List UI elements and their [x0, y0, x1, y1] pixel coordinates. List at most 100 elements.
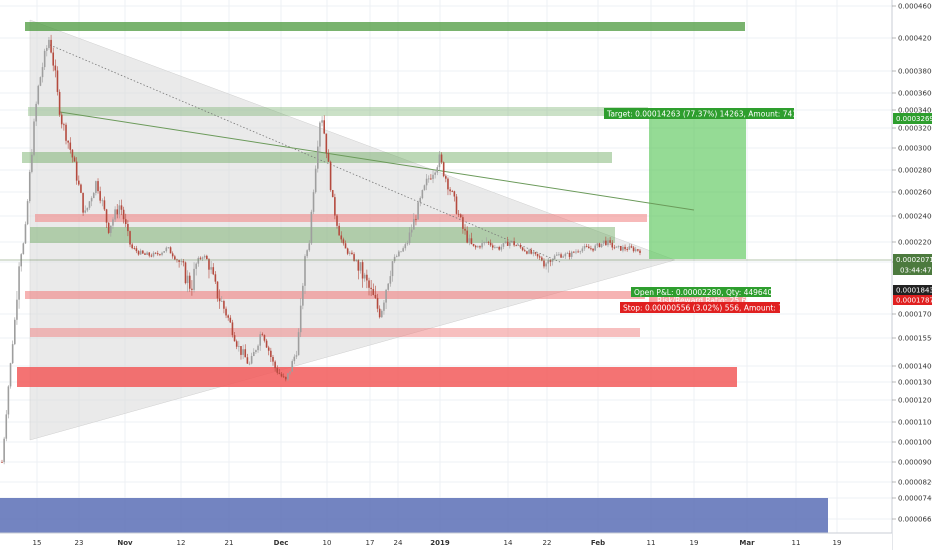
candle-body — [199, 257, 202, 259]
candle-body — [127, 224, 129, 232]
candle-body — [445, 176, 447, 179]
support-zone-red-2 — [25, 291, 645, 299]
x-tick-label: 21 — [225, 539, 234, 547]
candle-body — [150, 255, 153, 257]
candle-body — [114, 209, 116, 220]
candle-body — [133, 248, 136, 249]
candle-body — [378, 308, 381, 318]
candle-body — [479, 246, 481, 248]
target-price-badge: 0.00032697 — [893, 113, 932, 124]
candle-body — [449, 189, 451, 192]
candle-body — [605, 240, 607, 246]
candle-body — [427, 178, 430, 180]
candle-body — [558, 254, 560, 256]
candle-body — [242, 349, 244, 355]
candle-body — [171, 253, 174, 257]
candle-body — [276, 368, 279, 373]
candle-body — [48, 39, 50, 48]
candle-body — [131, 244, 133, 249]
candle-body — [1, 462, 3, 463]
candle-body — [436, 167, 439, 173]
y-tick-label: 0.00046000 — [898, 3, 932, 11]
candle-body — [432, 174, 434, 180]
candle-body — [331, 190, 334, 198]
candle-body — [304, 256, 306, 286]
candle-body — [639, 250, 641, 253]
candle-body — [611, 242, 614, 248]
candle-body — [28, 171, 31, 202]
candle-body — [609, 240, 611, 243]
candle-body — [263, 335, 266, 341]
candle-body — [349, 252, 351, 254]
stop-text: Stop: 0.00000556 (3.02%) 556, Amount: 75… — [623, 304, 793, 313]
candle-body — [372, 289, 375, 295]
candle-body — [613, 247, 616, 249]
candle-body — [602, 240, 605, 244]
stop-label: Stop: 0.00000556 (3.02%) 556, Amount: 75… — [620, 302, 793, 313]
candle-body — [88, 201, 91, 208]
x-tick-label: 10 — [323, 539, 332, 547]
candle-body — [547, 260, 550, 264]
dotted-trendline — [49, 44, 561, 263]
candle-body — [338, 225, 340, 236]
candle-body — [118, 205, 121, 215]
candle-body — [319, 122, 321, 147]
candle-body — [624, 246, 626, 250]
candle-body — [513, 241, 515, 246]
candle-body — [244, 349, 247, 358]
candle-body — [415, 218, 417, 220]
time-axis[interactable] — [0, 533, 892, 550]
candle-body — [142, 250, 144, 254]
candle-body — [485, 241, 488, 243]
candle-body — [530, 249, 532, 254]
candle-body — [434, 172, 436, 175]
candle-body — [174, 256, 176, 260]
candle-body — [357, 260, 360, 271]
candle-body — [154, 252, 157, 254]
y-tick-label: 0.00011000 — [898, 419, 932, 427]
x-tick-label: 19 — [690, 539, 699, 547]
candle-body — [536, 253, 539, 257]
x-tick-label: 11 — [792, 539, 801, 547]
candle-body — [468, 238, 471, 243]
candle-body — [342, 239, 345, 244]
candle-body — [472, 243, 475, 246]
candle-body — [33, 121, 35, 155]
candle-body — [496, 247, 498, 248]
candle-body — [374, 294, 377, 298]
candle-body — [316, 146, 319, 169]
candle-body — [619, 245, 622, 251]
candle-body — [302, 285, 304, 306]
candle-body — [233, 335, 236, 342]
candle-body — [562, 256, 564, 258]
candle-body — [312, 192, 315, 212]
candle-body — [393, 256, 396, 262]
candle-body — [413, 218, 415, 230]
y-tick-label: 0.00014000 — [898, 363, 932, 371]
candles — [1, 34, 641, 465]
candle-body — [366, 274, 368, 281]
candle-body — [235, 341, 238, 347]
y-tick-label: 0.00030000 — [898, 145, 932, 153]
y-tick-label: 0.00006650 — [898, 516, 932, 524]
candle-body — [395, 256, 398, 258]
candle-body — [278, 372, 281, 374]
candle-body — [564, 253, 567, 257]
candle-body — [291, 361, 293, 372]
candle-body — [474, 245, 477, 248]
candle-body — [65, 124, 67, 141]
x-tick-label: 15 — [33, 539, 42, 547]
x-tick-label: Mar — [739, 539, 755, 547]
x-tick-label: 24 — [394, 539, 403, 547]
candle-body — [459, 214, 462, 218]
candle-body — [376, 297, 379, 309]
candle-body — [146, 252, 148, 255]
candle-body — [551, 259, 554, 262]
candle-body — [120, 205, 123, 210]
candle-body — [385, 289, 387, 303]
candle-body — [265, 340, 268, 348]
candle-body — [634, 249, 637, 252]
candle-body — [39, 77, 42, 86]
candle-body — [7, 386, 10, 415]
